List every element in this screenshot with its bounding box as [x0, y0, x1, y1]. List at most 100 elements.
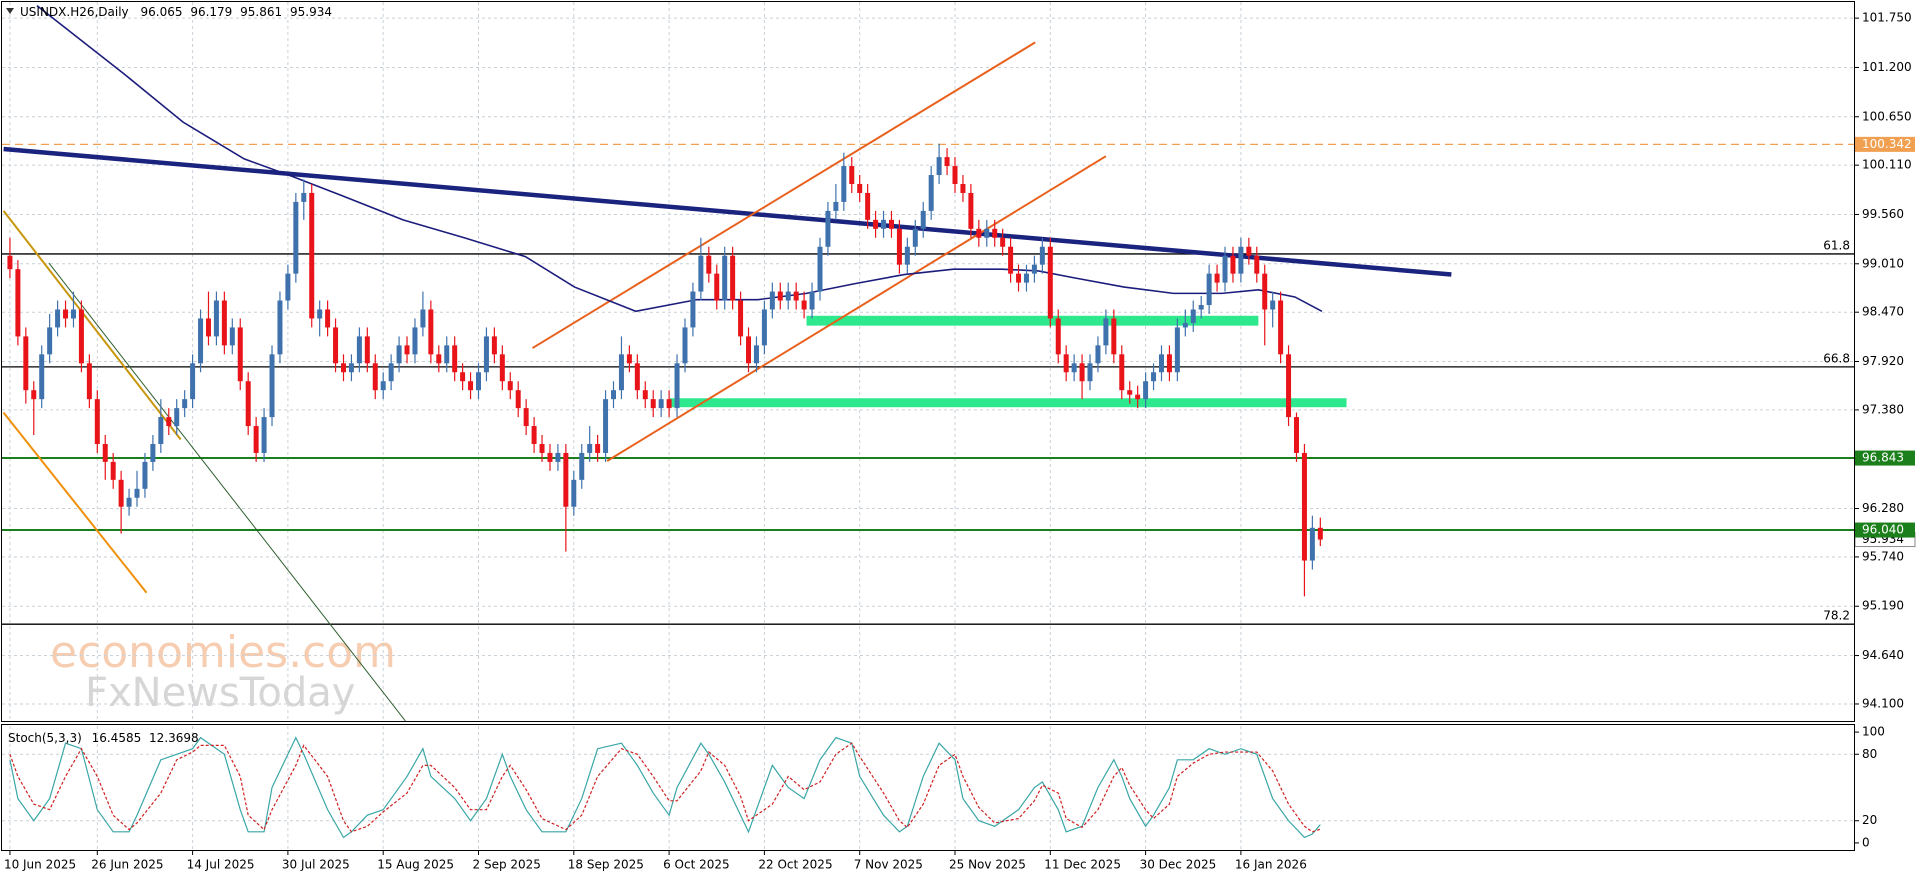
level-label-box — [1855, 136, 1915, 152]
trendline — [606, 155, 1107, 462]
candle-body — [134, 488, 140, 498]
candle-body — [380, 381, 386, 391]
x-tick-label: 25 Nov 2025 — [949, 858, 1026, 872]
fib-label: 78.2 — [1823, 609, 1850, 623]
candle-body — [904, 246, 910, 265]
candle-body — [746, 336, 752, 364]
candle-body — [1127, 390, 1133, 395]
candle-body — [150, 443, 156, 462]
stoch-name: Stoch(5,3,3) — [8, 731, 82, 745]
candle-body — [1151, 372, 1157, 382]
candle-body — [817, 246, 823, 292]
candle-body — [31, 390, 37, 400]
trendline — [3, 146, 1452, 277]
candle-body — [634, 363, 640, 391]
candle-body — [793, 291, 799, 301]
candle-body — [690, 291, 696, 328]
candle-body — [1254, 255, 1260, 274]
x-tick-label: 11 Dec 2025 — [1044, 858, 1121, 872]
candle-body — [460, 372, 466, 382]
candle-body — [642, 390, 648, 400]
trendline — [48, 262, 406, 721]
main-frame — [1, 1, 1855, 722]
candle-body — [1246, 246, 1252, 256]
candle-body — [39, 354, 45, 400]
y-tick-label: 96.280 — [1862, 501, 1904, 515]
candle-body — [1071, 363, 1077, 373]
low-value: 95.861 — [240, 5, 282, 19]
candle-body — [547, 452, 553, 462]
candle-body — [55, 309, 61, 328]
stoch-y-tick-label: 0 — [1862, 835, 1870, 849]
candle-body — [253, 426, 259, 453]
candle-body — [515, 390, 521, 409]
candle-body — [618, 354, 624, 391]
candle-body — [388, 363, 394, 382]
candle-body — [968, 192, 974, 229]
candle-body — [674, 363, 680, 409]
candle-body — [364, 336, 370, 364]
menu-icon[interactable] — [6, 8, 14, 14]
y-tick-label: 99.560 — [1862, 207, 1904, 221]
candle-body — [1135, 394, 1141, 400]
candle-body — [1317, 527, 1323, 540]
candle-body — [944, 157, 950, 167]
candle-body — [1182, 322, 1188, 328]
candle-body — [738, 300, 744, 337]
candle-body — [118, 479, 124, 507]
x-tick-label: 16 Jan 2026 — [1235, 858, 1307, 872]
candle-body — [110, 461, 116, 480]
fib-label: 66.8 — [1823, 351, 1850, 365]
candle-body — [261, 417, 267, 453]
open-value: 96.065 — [141, 5, 183, 19]
candle-body — [603, 399, 609, 453]
candle-body — [1230, 255, 1236, 274]
y-tick-label: 99.010 — [1862, 256, 1904, 270]
candle-body — [523, 408, 529, 427]
candle-body — [992, 228, 998, 238]
candle-body — [1158, 354, 1164, 373]
candle-body — [47, 327, 53, 355]
candle-body — [579, 452, 585, 480]
y-tick-label: 101.750 — [1862, 11, 1912, 25]
candle-body — [920, 210, 926, 229]
level-label-box — [1855, 522, 1915, 538]
candle-body — [476, 372, 482, 391]
candle-body — [190, 363, 196, 400]
candle-body — [1222, 255, 1228, 283]
candle-body — [444, 345, 450, 364]
trendline — [531, 41, 1036, 349]
candle-body — [928, 175, 934, 211]
candle-body — [221, 300, 227, 346]
candle-body — [213, 300, 219, 337]
candle-body — [1079, 363, 1085, 382]
candle-body — [1286, 354, 1292, 418]
candle-body — [1016, 273, 1022, 283]
candle-body — [753, 345, 759, 364]
candle-body — [372, 363, 378, 391]
level-label: 100.342 — [1862, 137, 1912, 151]
candle-body — [1008, 246, 1014, 274]
candle-body — [833, 201, 839, 211]
candle-body — [491, 336, 497, 355]
candle-body — [571, 479, 577, 507]
candle-body — [841, 166, 847, 202]
candle-body — [1270, 300, 1276, 310]
candle-body — [650, 399, 656, 409]
candle-body — [539, 443, 545, 453]
candle-body — [317, 309, 323, 319]
stoch-d-value: 12.3698 — [149, 731, 199, 745]
candle-body — [1206, 273, 1212, 306]
stoch-d-line — [9, 742, 1321, 833]
candle-body — [1000, 237, 1006, 247]
candle-body — [563, 452, 569, 507]
fib-label: 61.8 — [1823, 238, 1850, 252]
x-tick-label: 2 Sep 2025 — [473, 858, 541, 872]
axes: 101.750 101.200 100.650 100.110 99.560 99.010… — [4, 11, 1916, 872]
candle-body — [301, 192, 307, 202]
candle-body — [960, 183, 966, 193]
main-panel: 61.8 66.8 78.2 — [2, 4, 1854, 721]
trendline — [2, 411, 148, 594]
candle-body — [166, 417, 172, 427]
candle-body — [229, 327, 235, 346]
